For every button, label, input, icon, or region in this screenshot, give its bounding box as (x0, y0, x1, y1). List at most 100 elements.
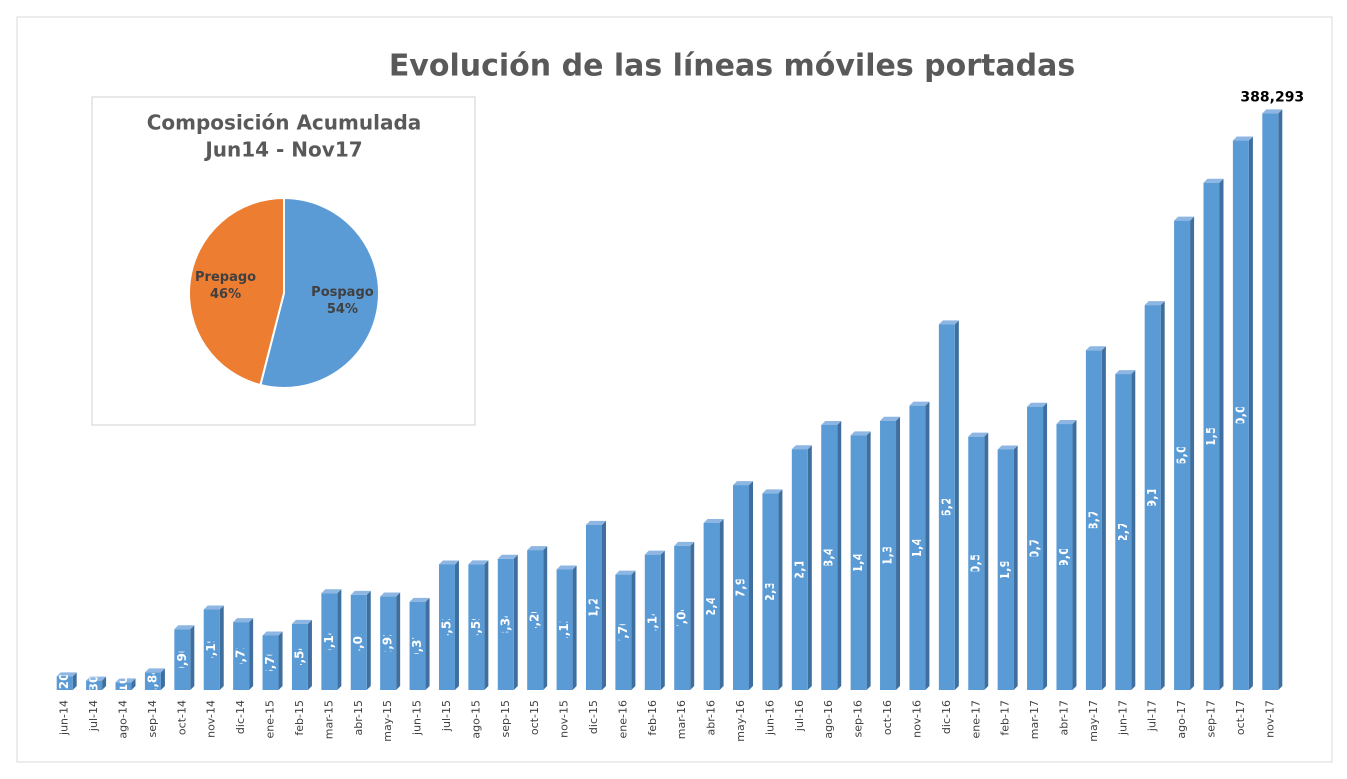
x-tick-label: may-16 (734, 700, 747, 742)
bar-side (1043, 402, 1048, 690)
x-tick-label: jul-15 (440, 700, 453, 732)
bar-top (938, 320, 959, 325)
x-tick-label: abr-16 (705, 700, 718, 736)
bar-side (954, 320, 959, 690)
bar-top (1144, 301, 1165, 306)
bar-top (997, 445, 1018, 450)
bar-side (1160, 301, 1165, 690)
x-tick-label: sep-16 (852, 700, 865, 737)
bar-side (337, 589, 342, 690)
pie-label-name: Prepago (195, 270, 256, 285)
bar (615, 574, 632, 690)
data-label: 170,584 (969, 536, 983, 591)
pie-label-name: Pospago (311, 285, 374, 300)
x-tick-label: jul-17 (1146, 700, 1159, 732)
data-label: 388,293 (1240, 89, 1304, 105)
bar-top (674, 541, 695, 546)
bar-top (968, 432, 989, 437)
data-label: 84,536 (439, 604, 453, 650)
data-label: 179,094 (1057, 530, 1071, 585)
bar (1144, 305, 1161, 690)
data-label: 132,385 (763, 564, 777, 619)
x-tick-label: abr-17 (1057, 700, 1070, 736)
pie-label-value: 46% (210, 287, 241, 302)
data-label: 81,138 (557, 607, 571, 653)
bar-top (791, 445, 812, 450)
data-label: 59,374 (410, 623, 424, 669)
bar-top (350, 590, 371, 595)
bar (1203, 182, 1220, 690)
x-tick-label: abr-15 (352, 700, 365, 736)
pie-label-value: 54% (327, 302, 358, 317)
x-tick-label: ago-15 (469, 700, 482, 739)
data-label: 36,705 (263, 640, 277, 686)
bar (1174, 220, 1191, 690)
bar-top (233, 618, 254, 623)
bar (409, 601, 426, 690)
data-label: 228,756 (1086, 493, 1100, 548)
bar-side (72, 672, 77, 690)
bar-top (174, 625, 195, 630)
pie-title: Composición Acumulada (147, 111, 422, 135)
data-label: 62,922 (381, 620, 395, 666)
bar-top (86, 676, 107, 681)
x-tick-label: jun-17 (1116, 700, 1129, 736)
data-label: 91,141 (645, 599, 659, 645)
data-label: 137,986 (734, 560, 748, 615)
data-label: 6,300 (87, 666, 101, 704)
bar (585, 524, 602, 690)
bar-side (660, 550, 665, 690)
bar-side (307, 619, 312, 690)
data-label: 9,200 (57, 664, 71, 702)
bar (556, 569, 573, 690)
bar (115, 682, 132, 690)
bar-side (1190, 216, 1195, 690)
x-tick-label: oct-14 (175, 700, 188, 735)
bar-top (1085, 346, 1106, 351)
bar (644, 554, 661, 690)
bar-top (1174, 216, 1195, 221)
data-label: 88,347 (498, 601, 512, 647)
bar-top (733, 481, 754, 486)
bar-top (409, 597, 430, 602)
x-tick-label: jun-14 (58, 700, 71, 736)
bar-top (909, 401, 930, 406)
bar (938, 324, 955, 690)
bar (821, 424, 838, 690)
bar (144, 672, 161, 690)
bar (233, 622, 250, 690)
bar-side (601, 520, 606, 690)
data-label: 171,495 (851, 535, 865, 590)
pie-slice (259, 196, 380, 389)
bar-side (778, 489, 783, 690)
chart-title: Evolución de las líneas móviles portadas (389, 49, 1075, 84)
bar (1115, 374, 1132, 690)
bar (497, 558, 514, 690)
data-label: 97,048 (675, 595, 689, 641)
bar-top (556, 565, 577, 570)
data-label: 65,142 (322, 618, 336, 664)
x-tick-label: oct-15 (528, 700, 541, 735)
bar-top (468, 560, 489, 565)
bar-top (1232, 136, 1253, 141)
bar-side (190, 625, 195, 690)
bar-side (425, 597, 430, 690)
x-tick-label: mar-15 (322, 700, 335, 739)
x-tick-label: nov-17 (1263, 700, 1276, 738)
bar (1027, 406, 1044, 690)
data-label: 45,710 (234, 633, 248, 679)
bar-top (1027, 402, 1048, 407)
bar-side (984, 432, 989, 690)
bar-top (438, 560, 459, 565)
bar-top (585, 520, 606, 525)
bar (262, 635, 279, 690)
bar-top (115, 678, 136, 683)
bar (1056, 424, 1073, 690)
x-tick-label: mar-17 (1028, 700, 1041, 739)
bar-top (144, 668, 165, 673)
bar-side (631, 570, 636, 690)
x-tick-label: dic-14 (234, 700, 247, 734)
bar-top (615, 570, 636, 575)
bar-side (1072, 420, 1077, 690)
bar-side (866, 431, 871, 690)
